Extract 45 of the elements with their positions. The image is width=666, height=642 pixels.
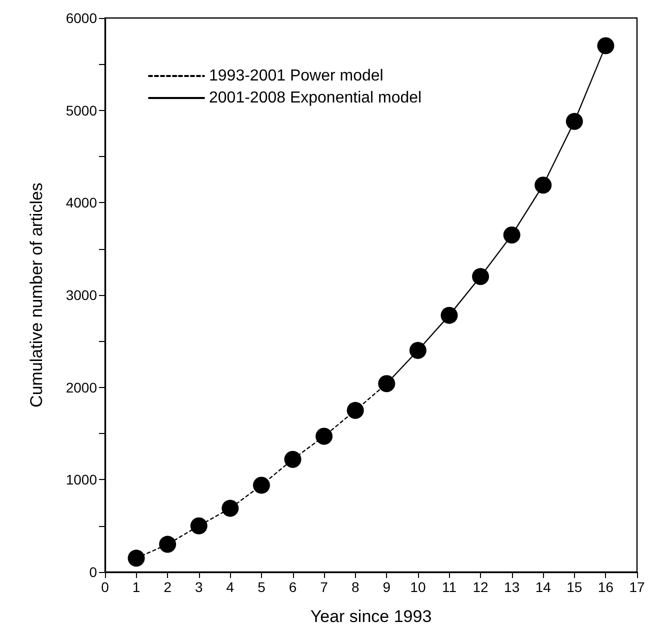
point [284,450,302,468]
y-tick-label: 2000 [66,379,98,396]
point [440,306,458,324]
x-tick-label: 4 [226,579,234,595]
x-tick-label: 2 [164,579,172,595]
point [252,476,270,494]
point [534,176,552,194]
x-tick-label: 5 [258,579,266,595]
point [566,112,583,130]
point [316,428,333,445]
x-tick-label: 17 [629,579,645,595]
x-tick-label: 0 [101,579,110,595]
x-tick-label: 14 [535,579,552,595]
point [597,37,614,54]
x-tick-label: 8 [351,579,360,595]
x-tick-label: 1 [132,579,140,595]
point [190,517,208,534]
y-tick-label: 1000 [66,472,98,488]
point [128,550,145,567]
legend-label: 2001-2008 Exponential model [209,90,422,106]
y-tick-label: 6000 [66,10,98,26]
x-tick-label: 7 [320,579,328,595]
x-tick-label: 6 [288,579,297,595]
x-tick-label: 13 [504,579,520,595]
point [378,375,396,392]
x-tick-label: 9 [382,579,391,595]
point [159,536,176,553]
y-tick-label: 5000 [66,102,98,118]
legend-label: 1993-2001 Power model [209,68,384,84]
x-tick-label: 3 [194,579,203,595]
y-axis-title: Cumulative number of articles [27,182,46,408]
point [222,500,239,517]
y-tick-label: 0 [89,564,98,580]
x-tick-label: 10 [410,579,426,595]
x-tick-label: 12 [472,579,489,595]
y-tick-label: 3000 [66,287,98,303]
x-tick-label: 11 [442,579,457,595]
point [472,268,490,286]
point [346,402,364,419]
y-tick-label: 4000 [66,194,98,211]
x-axis-title: Year since 1993 [310,607,432,626]
x-tick-label: 15 [566,579,582,595]
point [503,226,520,244]
x-tick-label: 16 [598,579,614,595]
point [409,342,426,359]
